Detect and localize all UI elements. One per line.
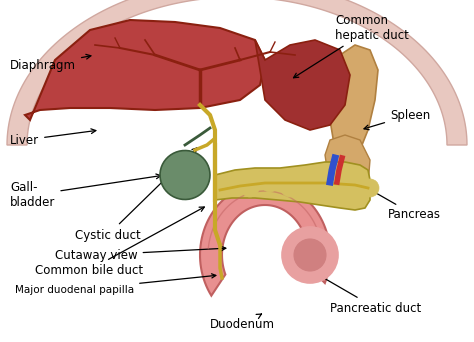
Polygon shape <box>255 40 350 130</box>
Polygon shape <box>25 20 265 120</box>
Text: Cystic duct: Cystic duct <box>75 148 197 241</box>
Text: Cutaway view: Cutaway view <box>55 246 226 262</box>
Text: Major duodenal papilla: Major duodenal papilla <box>15 274 216 295</box>
Circle shape <box>241 179 259 197</box>
Circle shape <box>282 227 338 283</box>
Polygon shape <box>325 135 370 195</box>
Polygon shape <box>7 0 467 145</box>
Text: Common
hepatic duct: Common hepatic duct <box>293 14 409 78</box>
Circle shape <box>321 179 339 197</box>
Text: Gall-
bladder: Gall- bladder <box>10 174 161 209</box>
Polygon shape <box>200 183 330 295</box>
Circle shape <box>301 174 319 192</box>
Text: Pancreatic duct: Pancreatic duct <box>314 272 421 315</box>
Text: Duodenum: Duodenum <box>210 314 275 331</box>
Polygon shape <box>160 150 210 199</box>
Text: Common bile duct: Common bile duct <box>35 207 204 276</box>
Circle shape <box>341 174 359 192</box>
Text: Liver: Liver <box>10 129 96 146</box>
Polygon shape <box>215 162 370 210</box>
Text: Pancreas: Pancreas <box>365 187 441 222</box>
Circle shape <box>294 239 326 271</box>
Text: Spleen: Spleen <box>364 108 430 130</box>
Polygon shape <box>330 45 378 160</box>
Circle shape <box>221 174 239 192</box>
Circle shape <box>281 179 299 197</box>
Circle shape <box>261 174 279 192</box>
Text: Diaphragm: Diaphragm <box>10 54 91 71</box>
Circle shape <box>361 179 379 197</box>
